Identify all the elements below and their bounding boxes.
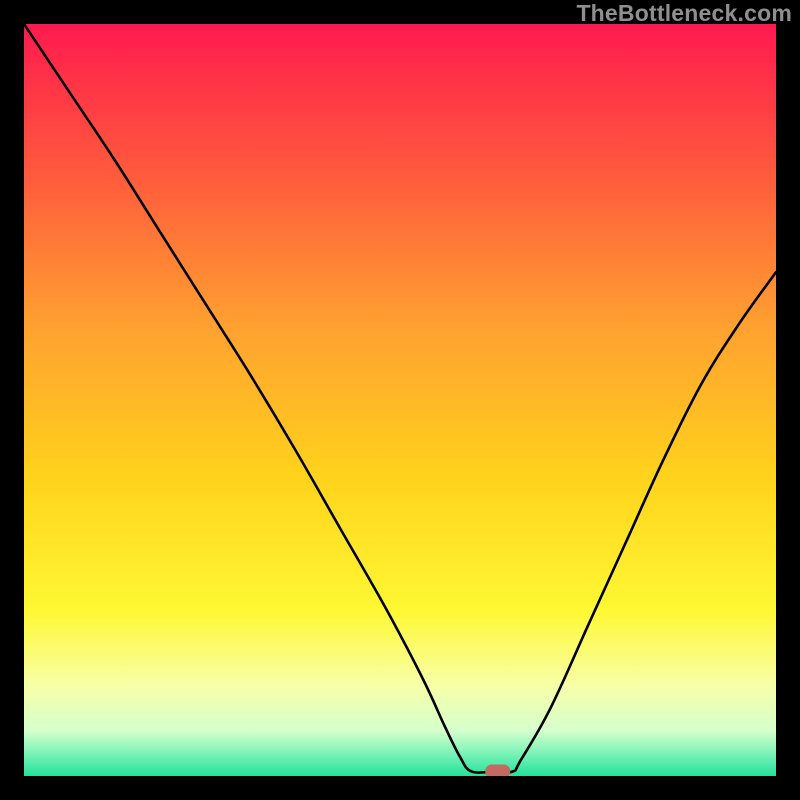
- optimal-point-marker: [486, 765, 510, 776]
- plot-background: [24, 24, 776, 776]
- chart-svg: [24, 24, 776, 776]
- source-watermark: TheBottleneck.com: [576, 0, 792, 27]
- chart-stage: TheBottleneck.com: [0, 0, 800, 800]
